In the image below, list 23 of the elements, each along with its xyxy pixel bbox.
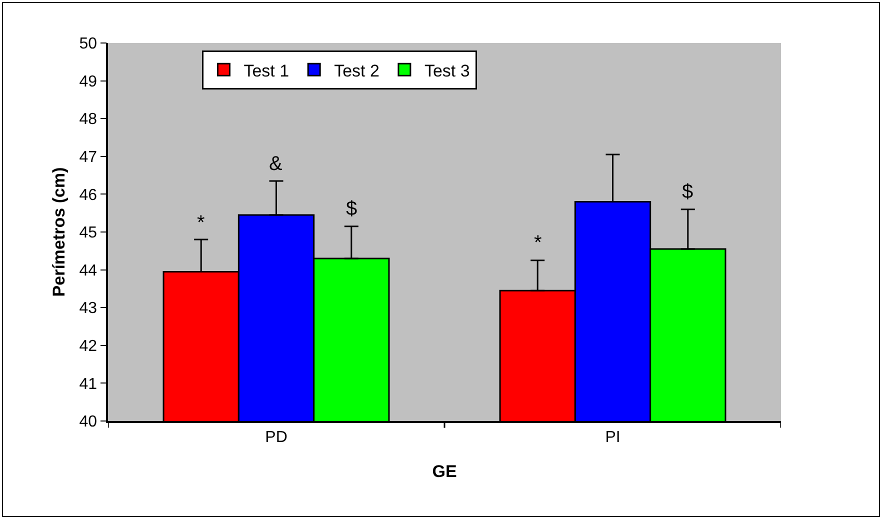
y-tick-label: 49 [79, 73, 98, 90]
y-tick-label: 41 [79, 376, 98, 393]
y-tick-label: 47 [79, 149, 98, 166]
x-tick-label: PD [265, 428, 288, 446]
y-tick-label: 45 [79, 224, 98, 242]
annotation: $ [682, 181, 694, 203]
annotation: $ [346, 198, 358, 220]
y-tick-label: 48 [79, 111, 98, 128]
y-tick-label: 46 [79, 186, 98, 204]
y-axis-title: Perímetros (cm) [49, 167, 68, 297]
legend-label: Test 1 [244, 61, 290, 80]
y-tick-label: 43 [79, 300, 98, 318]
y-tick-label: 42 [79, 338, 98, 355]
annotation: * [197, 212, 205, 234]
legend-label: Test 3 [424, 61, 470, 80]
x-tick-label: PI [605, 428, 620, 446]
y-tick-label: 44 [79, 262, 98, 280]
annotation: * [534, 232, 542, 254]
legend-label: Test 2 [334, 61, 380, 80]
annotation: & [269, 153, 283, 175]
y-tick-label: 50 [79, 36, 98, 53]
x-axis-title: GE [432, 462, 457, 481]
y-tick-label: 40 [79, 414, 98, 431]
